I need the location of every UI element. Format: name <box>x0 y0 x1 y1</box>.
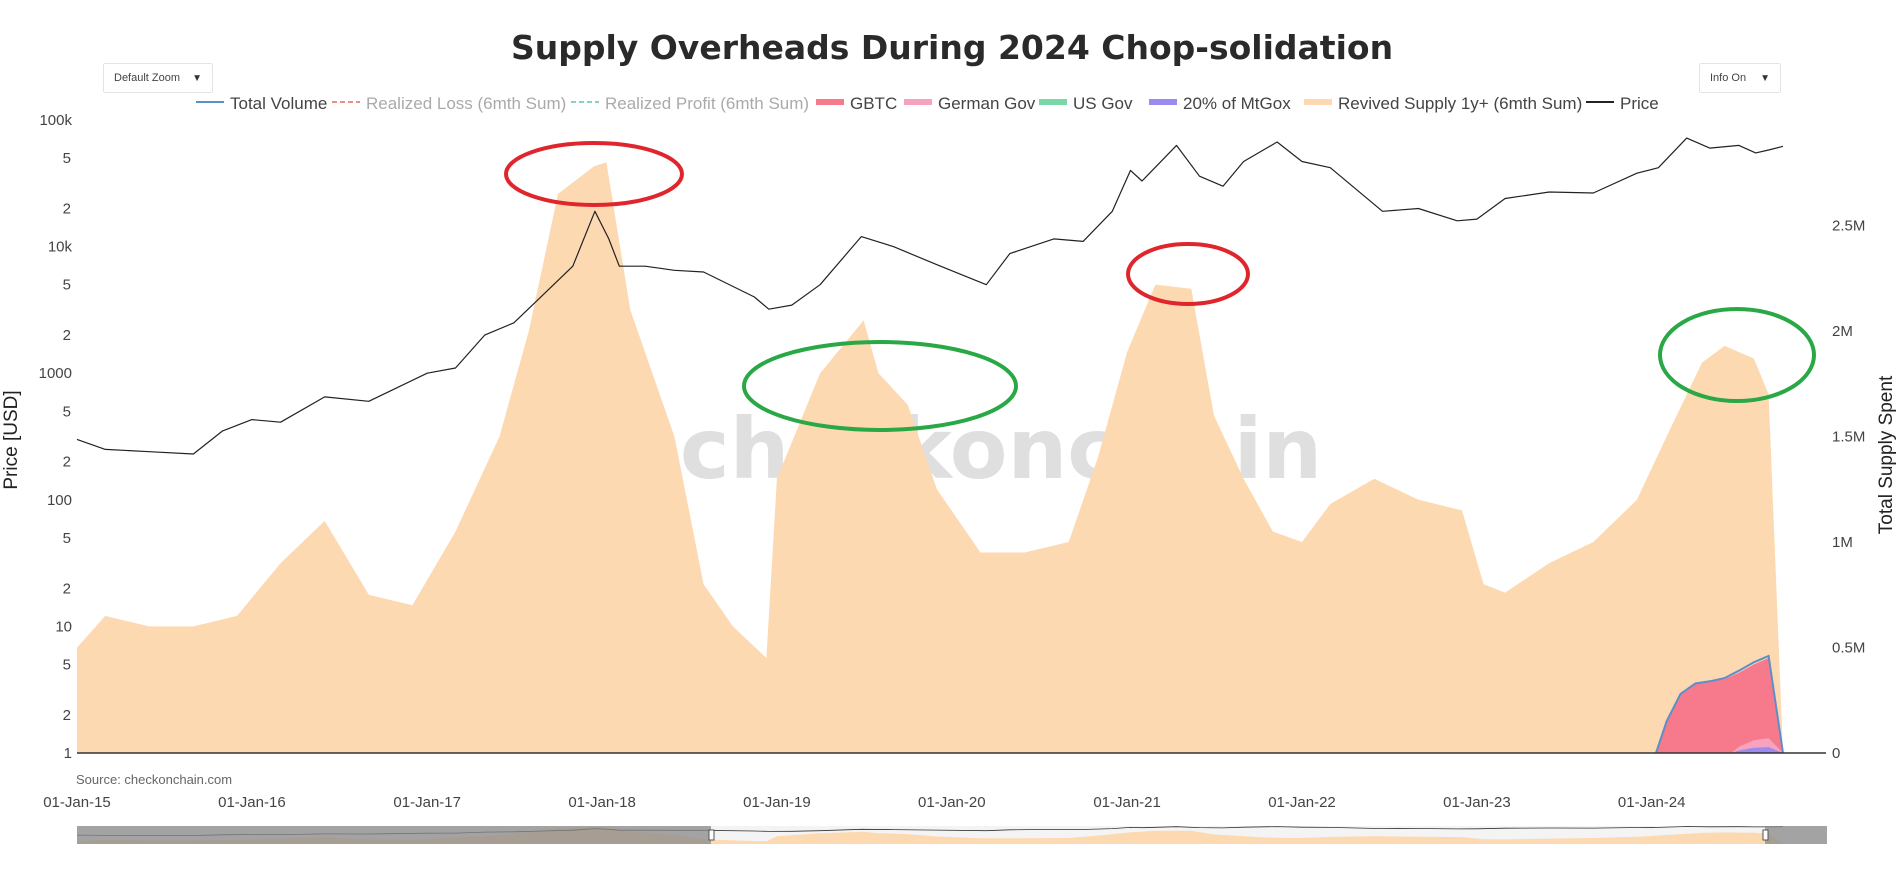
y-tick-label: 5 <box>63 657 71 674</box>
y2-tick-label: 1M <box>1832 534 1853 551</box>
chevron-down-icon: ▼ <box>192 72 202 84</box>
y-tick-label: 100k <box>39 112 72 129</box>
y-tick-label: 5 <box>63 530 71 547</box>
range-slider-mask-right <box>1765 826 1827 844</box>
y-tick-label: 2 <box>63 580 71 597</box>
zoom-dropdown[interactable]: Default Zoom ▼ <box>103 63 213 93</box>
legend-swatch <box>1304 99 1332 105</box>
y2-tick-label: 2.5M <box>1832 218 1865 235</box>
x-tick-label: 01-Jan-16 <box>218 794 286 811</box>
x-tick-label: 01-Jan-15 <box>43 794 111 811</box>
area-gbtc <box>1656 658 1783 753</box>
line-total-volume <box>1655 654 1784 754</box>
line-price <box>76 137 1784 455</box>
area-revived-supply-1y-6mth-sum <box>77 162 1783 753</box>
chart-title: Supply Overheads During 2024 Chop-solida… <box>511 28 1393 67</box>
range-slider-handle-right[interactable] <box>1762 829 1769 841</box>
legend-item-total-volume[interactable]: Total Volume <box>196 94 327 113</box>
area-20-of-mtgox <box>1731 747 1783 753</box>
legend-item-20-of-mtgox[interactable]: 20% of MtGox <box>1149 94 1291 113</box>
y2-tick-label: 0 <box>1832 745 1840 762</box>
x-tick-label: 01-Jan-23 <box>1443 794 1511 811</box>
legend-item-german-gov[interactable]: German Gov <box>904 94 1036 113</box>
y2-axis-title: Total Supply Spent <box>1876 375 1897 534</box>
annotation-layer <box>504 141 1816 432</box>
legend-label: US Gov <box>1073 94 1133 113</box>
legend-swatch <box>904 99 932 105</box>
y-tick-label: 1 <box>64 745 72 762</box>
y-tick-label: 5 <box>63 277 71 294</box>
range-slider[interactable] <box>76 826 1827 844</box>
x-tick-label: 01-Jan-22 <box>1268 794 1336 811</box>
y-axis-title: Price [USD] <box>1 390 22 489</box>
x-tick-label: 01-Jan-20 <box>918 794 986 811</box>
line-layer <box>76 137 1784 754</box>
legend: Total Volume Realized Loss (6mth Sum) Real… <box>196 94 1659 113</box>
green-annotation-ellipse <box>1658 307 1816 403</box>
red-annotation-ellipse <box>1126 242 1250 306</box>
y-tick-label: 1000 <box>39 365 72 382</box>
red-annotation-ellipse <box>504 141 684 207</box>
range-slider-handle-left[interactable] <box>708 829 715 841</box>
y2-tick-label: 1.5M <box>1832 429 1865 446</box>
range-slider-mask-left <box>77 826 711 844</box>
y-tick-label: 5 <box>63 403 71 420</box>
legend-label: GBTC <box>850 94 897 113</box>
legend-item-realized-loss-6mth-sum[interactable]: Realized Loss (6mth Sum) <box>332 94 566 113</box>
legend-label: Realized Loss (6mth Sum) <box>366 94 566 113</box>
y-tick-label: 2 <box>63 201 71 218</box>
y-tick-label: 10 <box>55 618 72 635</box>
x-tick-label: 01-Jan-24 <box>1618 794 1686 811</box>
legend-swatch <box>816 99 844 105</box>
legend-item-price[interactable]: Price <box>1586 94 1659 113</box>
area-layer <box>77 162 1783 753</box>
x-tick-label: 01-Jan-17 <box>393 794 461 811</box>
legend-item-us-gov[interactable]: US Gov <box>1039 94 1133 113</box>
legend-label: German Gov <box>938 94 1036 113</box>
y-tick-label: 2 <box>63 707 71 724</box>
info-dropdown[interactable]: Info On ▼ <box>1699 63 1781 93</box>
legend-label: Total Volume <box>230 94 327 113</box>
legend-item-gbtc[interactable]: GBTC <box>816 94 897 113</box>
legend-label: Realized Profit (6mth Sum) <box>605 94 809 113</box>
y-tick-label: 2 <box>63 454 71 471</box>
legend-label: 20% of MtGox <box>1183 94 1291 113</box>
y-tick-label: 5 <box>63 150 71 167</box>
green-annotation-ellipse <box>742 340 1018 432</box>
y-tick-label: 100 <box>47 492 72 509</box>
zoom-dropdown-label: Default Zoom <box>114 72 181 84</box>
legend-swatch <box>1039 99 1067 105</box>
legend-item-realized-profit-6mth-sum[interactable]: Realized Profit (6mth Sum) <box>571 94 809 113</box>
y-tick-label: 10k <box>48 239 73 256</box>
source-note: Source: checkonchain.com <box>76 772 232 787</box>
y2-tick-label: 0.5M <box>1832 640 1865 657</box>
legend-item-revived-supply-1y-6mth-sum[interactable]: Revived Supply 1y+ (6mth Sum) <box>1304 94 1582 113</box>
chevron-down-icon: ▼ <box>1760 72 1770 84</box>
legend-swatch <box>1149 99 1177 105</box>
legend-label: Revived Supply 1y+ (6mth Sum) <box>1338 94 1582 113</box>
info-dropdown-label: Info On <box>1710 72 1747 84</box>
x-tick-label: 01-Jan-18 <box>568 794 636 811</box>
axis-layer: 100k 5 2 10k 5 2 1000 5 2 100 5 2 10 5 2 1 2.5M 2M 1.5M 1M 0… <box>39 112 1866 811</box>
x-tick-label: 01-Jan-19 <box>743 794 811 811</box>
x-tick-label: 01-Jan-21 <box>1093 794 1161 811</box>
y2-tick-label: 2M <box>1832 323 1853 340</box>
legend-label: Price <box>1620 94 1659 113</box>
y-tick-label: 2 <box>63 327 71 344</box>
